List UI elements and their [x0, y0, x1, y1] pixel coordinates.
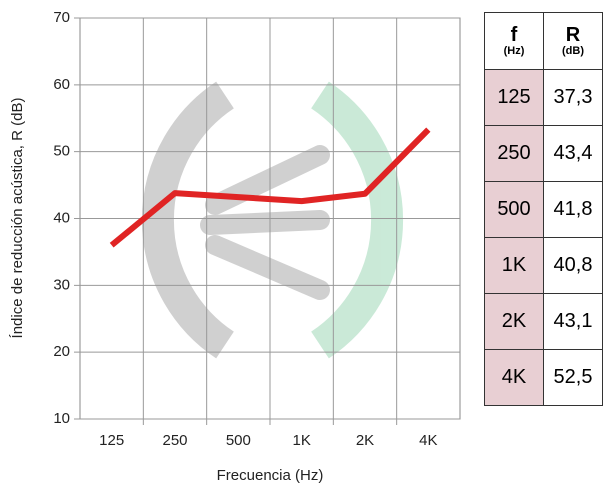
- table-row: 250 43,4: [484, 125, 603, 182]
- watermark: [142, 81, 403, 359]
- header-cell: R (dB): [543, 12, 603, 70]
- frequency-cell: 1K: [484, 237, 544, 294]
- x-tick-label: 500: [226, 432, 251, 449]
- watermark-arc: [310, 81, 403, 359]
- table-row: 1K 40,8: [484, 237, 603, 294]
- header-text: R: [565, 24, 581, 46]
- value-cell: 41,8: [543, 181, 603, 238]
- chart: Frecuencia (Hz) Índice de reducción acús…: [9, 9, 461, 484]
- watermark-stroke: [200, 210, 330, 235]
- y-tick-label: 50: [53, 143, 70, 160]
- watermark-arc: [142, 81, 235, 359]
- value-cell: 43,4: [543, 125, 603, 182]
- frequency-cell: 500: [484, 181, 544, 238]
- x-axis-title: Frecuencia (Hz): [217, 467, 324, 484]
- y-axis-title: Índice de reducción acústica, R (dB): [9, 98, 26, 339]
- table-row: 125 37,3: [484, 69, 603, 126]
- header-unit: (dB): [562, 45, 584, 57]
- table-row: 4K 52,5: [484, 349, 603, 406]
- y-tick-label: 20: [53, 343, 70, 360]
- frequency-cell: 4K: [484, 349, 544, 406]
- table-row: 500 41,8: [484, 181, 603, 238]
- y-tick-label: 30: [53, 276, 70, 293]
- header-cell: f (Hz): [484, 12, 544, 70]
- y-tick-label: 10: [53, 410, 70, 427]
- table-row: 2K 43,1: [484, 293, 603, 350]
- frequency-cell: 2K: [484, 293, 544, 350]
- value-cell: 43,1: [543, 293, 603, 350]
- frequency-cell: 250: [484, 125, 544, 182]
- x-tick-label: 2K: [356, 432, 374, 449]
- data-line: [109, 127, 431, 248]
- frequency-cell: 125: [484, 69, 544, 126]
- x-tick-label: 125: [99, 432, 124, 449]
- value-cell: 37,3: [543, 69, 603, 126]
- value-cell: 40,8: [543, 237, 603, 294]
- data-table: f (Hz) R (dB) 125 37,3 250 43,4 500 41,8 1K 40,8 2…: [484, 12, 603, 406]
- value-cell: 52,5: [543, 349, 603, 406]
- header-text: f: [510, 24, 518, 46]
- y-tick-label: 70: [53, 9, 70, 26]
- x-tick-label: 250: [162, 432, 187, 449]
- x-tick-label: 1K: [292, 432, 310, 449]
- watermark-stroke: [205, 235, 330, 300]
- x-tick-label: 4K: [419, 432, 437, 449]
- y-tick-label: 40: [53, 209, 70, 226]
- y-tick-label: 60: [53, 76, 70, 93]
- header-unit: (Hz): [503, 45, 525, 57]
